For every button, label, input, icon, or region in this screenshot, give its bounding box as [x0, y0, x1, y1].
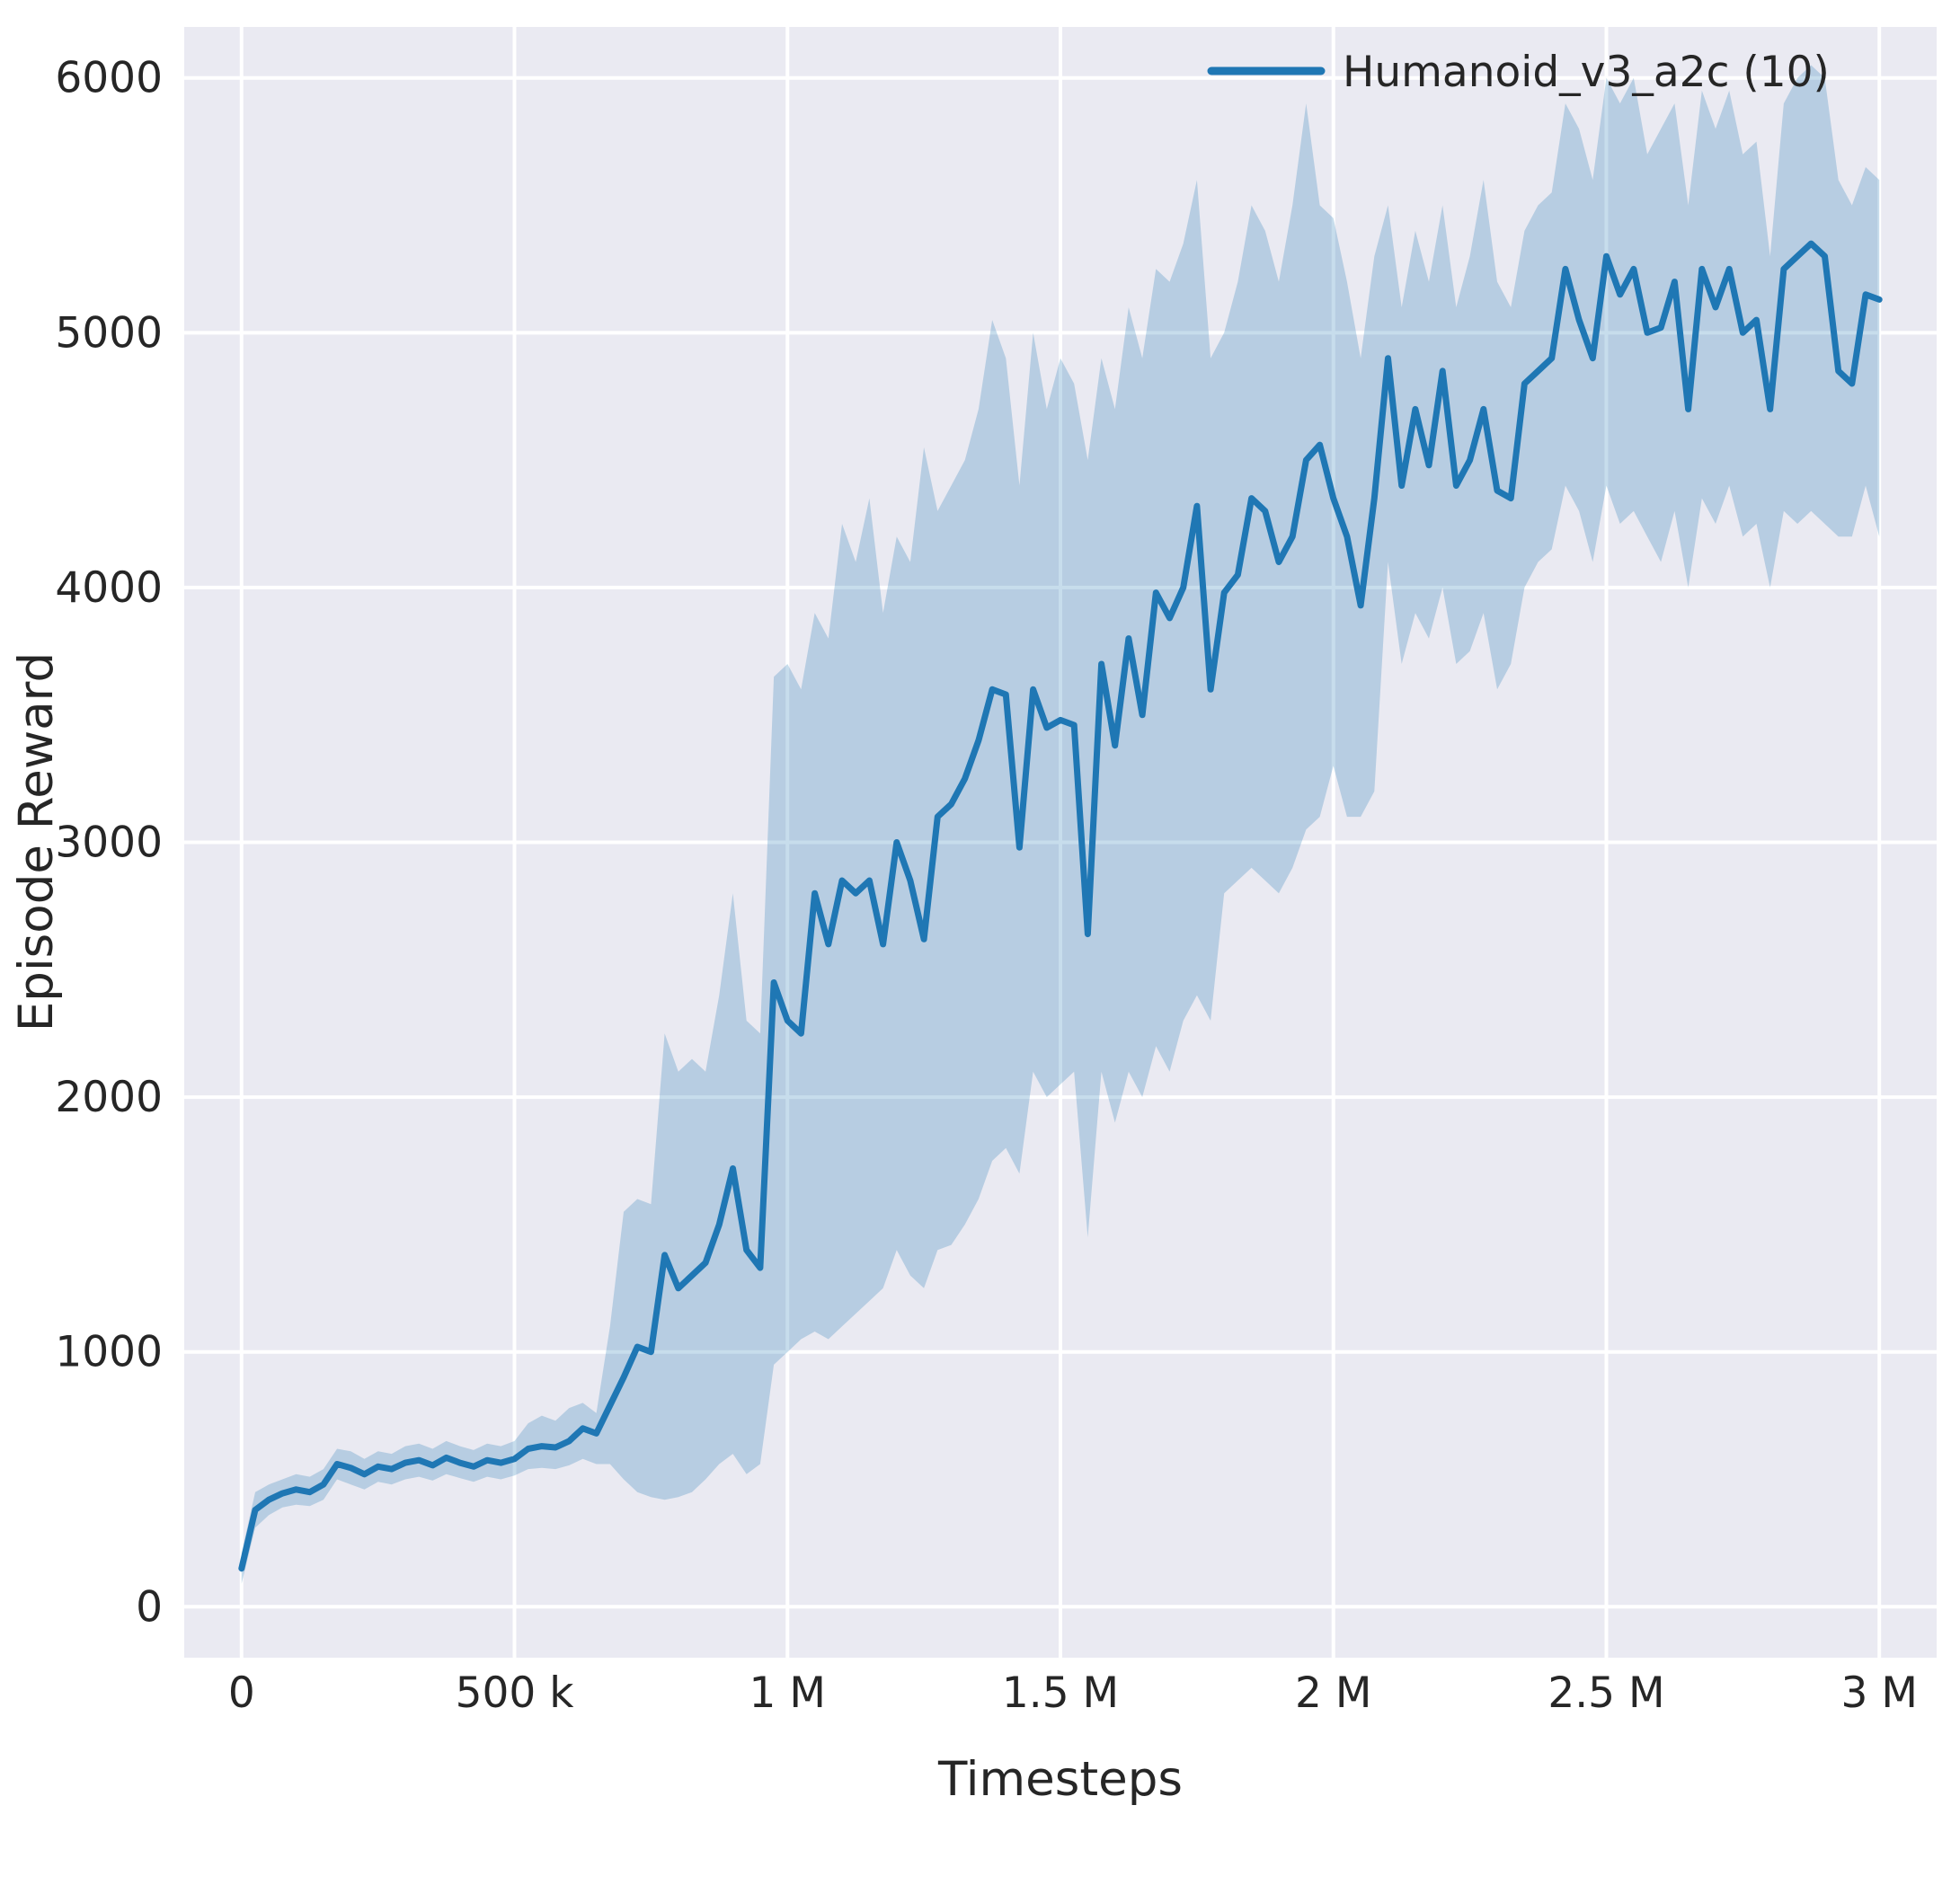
x-tick-label: 0 [228, 1668, 255, 1718]
x-tick-label: 1 M [749, 1668, 826, 1718]
y-axis-label: Episode Reward [9, 652, 64, 1031]
y-tick-label: 2000 [55, 1073, 163, 1122]
x-tick-label: 1.5 M [1002, 1668, 1119, 1718]
legend: Humanoid_v3_a2c (10) [1207, 48, 1830, 97]
legend-label: Humanoid_v3_a2c (10) [1343, 48, 1830, 97]
y-tick-label: 5000 [55, 308, 163, 358]
confidence-band [241, 65, 1880, 1584]
series-line [238, 240, 1883, 1572]
y-tick-label: 1000 [55, 1328, 163, 1377]
plot-layer [184, 27, 1937, 1658]
y-tick-label: 6000 [55, 54, 163, 103]
y-tick-label: 0 [136, 1582, 163, 1632]
x-tick-label: 3 M [1841, 1668, 1918, 1718]
y-tick-label: 3000 [55, 819, 163, 868]
x-tick-label: 2.5 M [1548, 1668, 1664, 1718]
ticks-layer: 0 500 k 1 M 1.5 M 2 M 2.5 M 3 M 0 1000 2000 3000 40… [55, 54, 1918, 1718]
y-tick-label: 4000 [55, 563, 163, 613]
x-tick-label: 2 M [1295, 1668, 1371, 1718]
x-tick-label: 500 k [456, 1668, 575, 1718]
x-axis-label: Timesteps [937, 1752, 1183, 1807]
